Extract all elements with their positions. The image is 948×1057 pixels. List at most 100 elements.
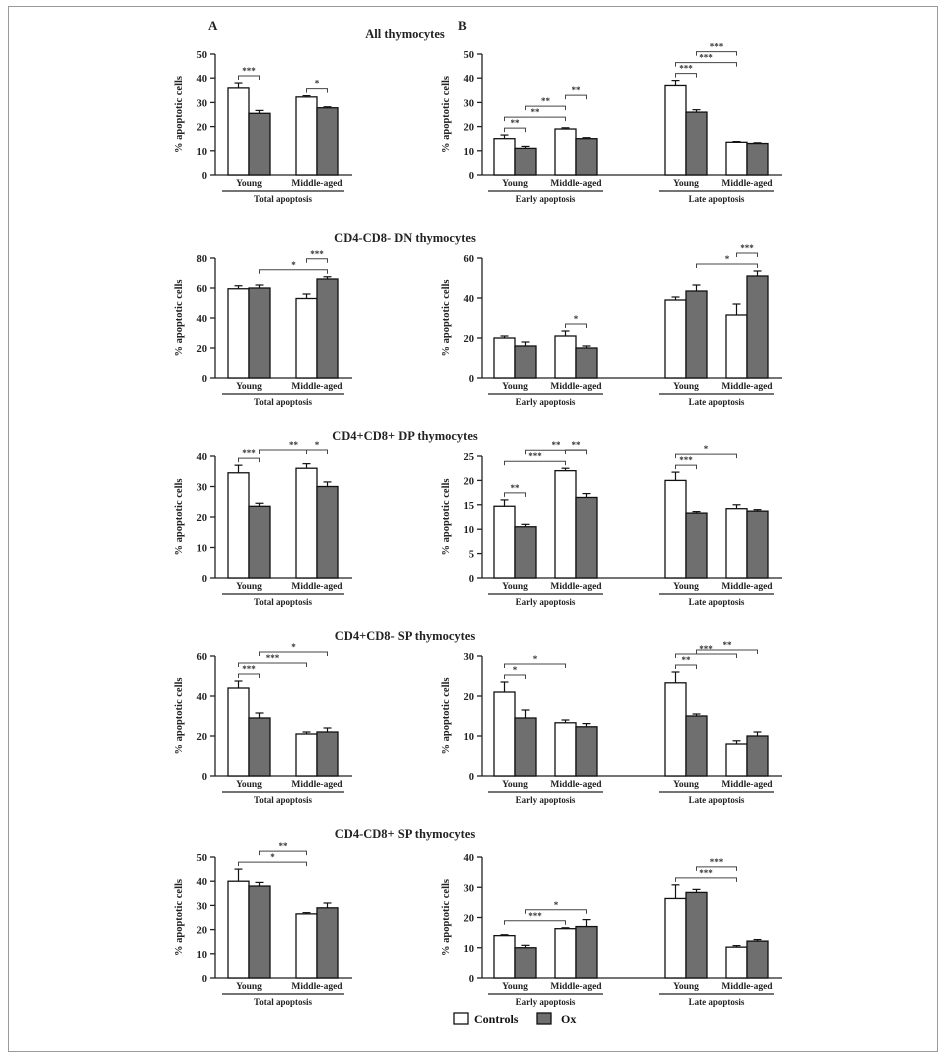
significance-bracket — [696, 649, 758, 654]
bar-ox — [248, 885, 271, 979]
significance-label: *** — [266, 653, 280, 663]
category-label: Young — [673, 382, 699, 392]
y-tick-label: 10 — [464, 525, 475, 536]
bar-ox — [316, 107, 339, 176]
y-tick-label: 20 — [197, 926, 208, 937]
bar-controls — [227, 880, 250, 979]
y-tick-label: 20 — [464, 476, 475, 487]
significance-bracket — [306, 258, 328, 263]
significance-bracket — [504, 116, 566, 122]
y-axis-label: % apoptotic cells — [441, 76, 452, 153]
significance-label: * — [291, 260, 296, 270]
category-label: Young — [502, 982, 528, 992]
significance-bracket — [675, 877, 737, 882]
significance-label: * — [533, 654, 538, 664]
category-label: Young — [673, 582, 699, 592]
significance-bracket — [675, 62, 737, 67]
significance-bracket — [504, 127, 526, 133]
significance-bracket — [525, 909, 587, 914]
significance-label: ** — [511, 118, 521, 128]
category-label: Young — [673, 982, 699, 992]
y-axis-label: % apoptotic cells — [174, 479, 185, 556]
significance-bracket — [565, 449, 587, 454]
category-label: Young — [502, 582, 528, 592]
significance-bracket — [675, 664, 697, 669]
y-axis-label: % apoptotic cells — [441, 879, 452, 956]
group-label: Early apoptosis — [516, 194, 576, 204]
y-tick-label: 40 — [197, 74, 208, 85]
bar-controls — [554, 469, 577, 579]
significance-label: *** — [528, 451, 542, 461]
legend-swatch-ox — [536, 1012, 552, 1025]
significance-label: *** — [710, 42, 724, 52]
y-tick-label: 0 — [202, 374, 207, 385]
bar-controls — [493, 691, 516, 777]
significance-bracket — [238, 673, 260, 678]
y-tick-label: 50 — [464, 50, 475, 61]
y-tick-label: 60 — [197, 652, 208, 663]
significance-label: *** — [699, 53, 713, 63]
significance-bracket — [696, 263, 758, 268]
category-label: Middle-aged — [291, 582, 343, 592]
group-label: Late apoptosis — [689, 997, 745, 1007]
y-tick-label: 40 — [464, 74, 475, 85]
group-label: Early apoptosis — [516, 795, 576, 805]
significance-label: ** — [682, 655, 692, 665]
bar-controls — [664, 84, 687, 176]
significance-bracket — [696, 866, 737, 871]
bar-ox — [248, 505, 271, 579]
chart-title: CD4-CD8+ SP thymocytes — [335, 827, 476, 841]
y-tick-label: 50 — [197, 50, 208, 61]
significance-label: *** — [242, 448, 256, 458]
group-label: Late apoptosis — [689, 194, 745, 204]
y-tick-label: 10 — [464, 944, 475, 955]
significance-bracket — [306, 449, 328, 454]
significance-bracket — [675, 464, 697, 470]
significance-label: * — [704, 444, 709, 454]
chart-5: 0 5 10 15 20 25 % apoptotic cells Young Middle-a… — [441, 440, 782, 607]
significance-label: *** — [528, 911, 542, 921]
bar-ox — [575, 726, 598, 777]
bar-controls — [493, 505, 516, 579]
significance-label: * — [291, 642, 296, 652]
bar-ox — [316, 485, 339, 579]
bar-ox — [248, 287, 271, 379]
group-label: Late apoptosis — [689, 397, 745, 407]
chart-3: 0 20 40 60 % apoptotic cells Young Middle-aged… — [441, 243, 782, 407]
bar-controls — [664, 682, 687, 777]
y-tick-label: 20 — [197, 513, 208, 524]
significance-bracket — [504, 492, 526, 497]
bar-controls — [295, 96, 318, 176]
bar-ox — [514, 526, 537, 579]
significance-label: ** — [572, 440, 582, 450]
category-label: Young — [236, 382, 262, 392]
legend-label-ox: Ox — [561, 1012, 576, 1026]
bar-ox — [575, 925, 598, 979]
category-label: Middle-aged — [721, 179, 773, 189]
significance-bracket — [675, 653, 737, 658]
group-label: Early apoptosis — [516, 997, 576, 1007]
chart-title: CD4+CD8+ DP thymocytes — [332, 429, 478, 443]
bar-controls — [493, 138, 516, 176]
y-tick-label: 0 — [469, 772, 474, 783]
category-label: Middle-aged — [291, 179, 343, 189]
significance-label: ** — [279, 841, 289, 851]
chart-9: 0 10 20 30 40 % apoptotic cells Young Middle-ag… — [441, 853, 782, 1007]
bar-ox — [575, 347, 598, 379]
significance-bracket — [238, 75, 260, 81]
category-label: Young — [673, 179, 699, 189]
category-label: Young — [236, 780, 262, 790]
significance-bracket — [259, 651, 328, 656]
significance-bracket — [504, 663, 566, 668]
y-tick-label: 10 — [197, 147, 208, 158]
category-label: Young — [236, 179, 262, 189]
y-tick-label: 20 — [464, 914, 475, 925]
category-label: Middle-aged — [721, 382, 773, 392]
significance-label: *** — [710, 857, 724, 867]
bar-controls — [664, 299, 687, 379]
y-tick-label: 40 — [197, 314, 208, 325]
category-label: Young — [502, 382, 528, 392]
y-tick-label: 20 — [197, 123, 208, 134]
